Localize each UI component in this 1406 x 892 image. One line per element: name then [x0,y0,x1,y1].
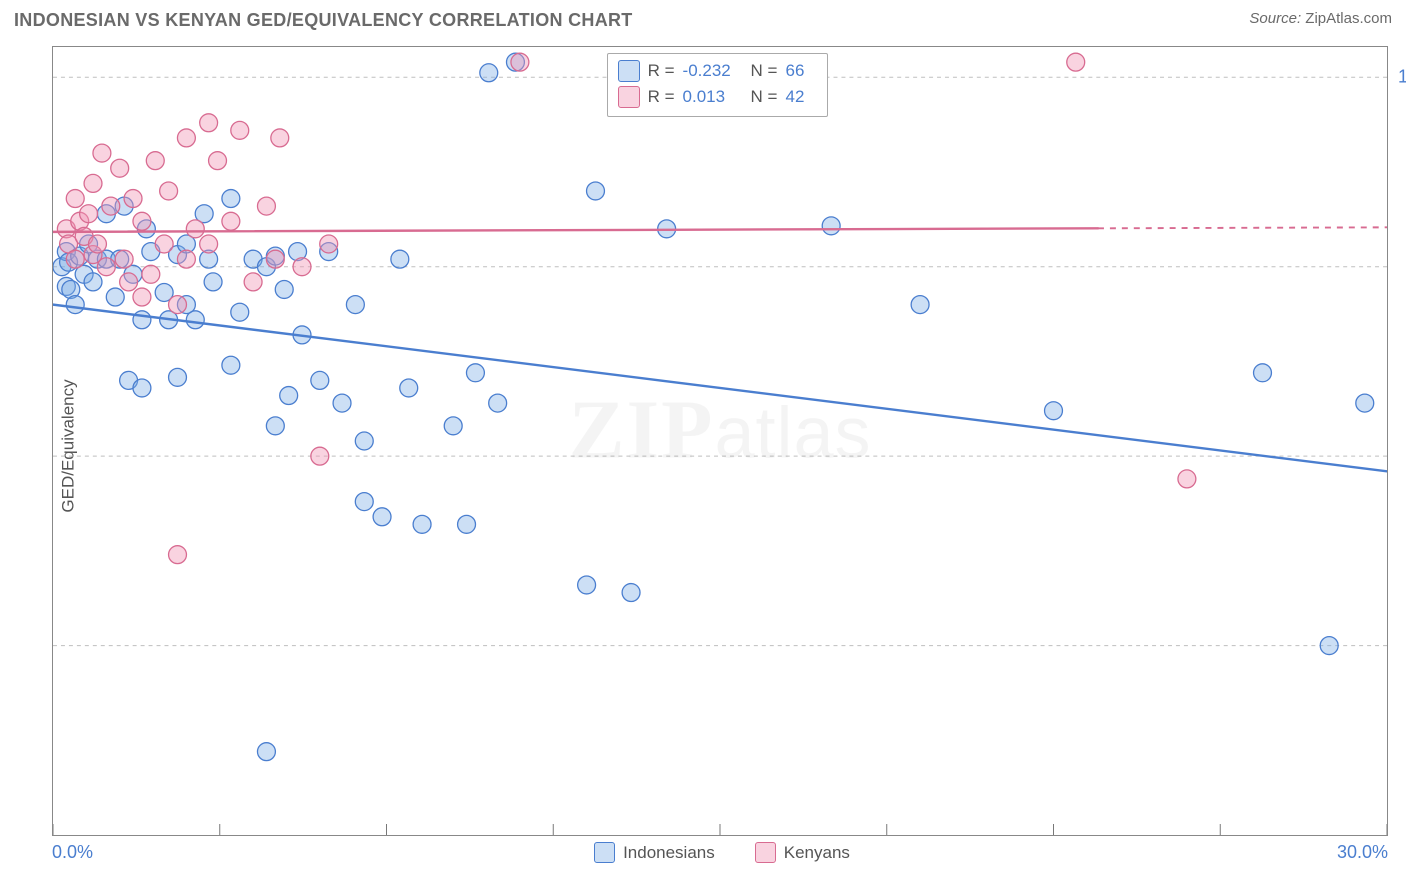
chart-area: ZIPatlas R =-0.232N =66R =0.013N =42 62.… [52,46,1388,836]
stats-R-value: 0.013 [683,87,743,107]
stats-N-value: 66 [785,61,815,81]
legend-item-b: Kenyans [755,842,850,863]
stats-legend: R = -0.232 N = 66 R = 0.013 N = 42 [607,53,829,117]
legend-label-a: Indonesians [623,843,715,863]
source-value: ZipAtlas.com [1305,10,1392,27]
chart-title: INDONESIAN VS KENYAN GED/EQUIVALENCY COR… [14,10,633,31]
legend-swatch-b [755,842,776,863]
stats-R-label: R = [648,87,675,107]
stats-row: R = 0.013 N = 42 [618,86,816,108]
stats-N-value: 42 [785,87,815,107]
y-tick-label: 100.0% [1398,67,1406,88]
stats-swatch [618,60,640,82]
stats-swatch [618,86,640,108]
scatter-plot-svg [53,47,1387,835]
stats-R-value: -0.232 [683,61,743,81]
source-credit: Source: ZipAtlas.com [1249,10,1392,27]
legend-label-b: Kenyans [784,843,850,863]
bottom-legend: 0.0% Indonesians Kenyans 30.0% [52,842,1392,863]
source-label: Source: [1249,10,1301,27]
legend-swatch-a [594,842,615,863]
x-axis-min-label: 0.0% [52,842,93,863]
stats-row: R = -0.232 N = 66 [618,60,816,82]
stats-N-label: N = [751,87,778,107]
stats-N-label: N = [751,61,778,81]
legend-item-a: Indonesians [594,842,715,863]
stats-R-label: R = [648,61,675,81]
x-axis-max-label: 30.0% [1337,842,1388,863]
